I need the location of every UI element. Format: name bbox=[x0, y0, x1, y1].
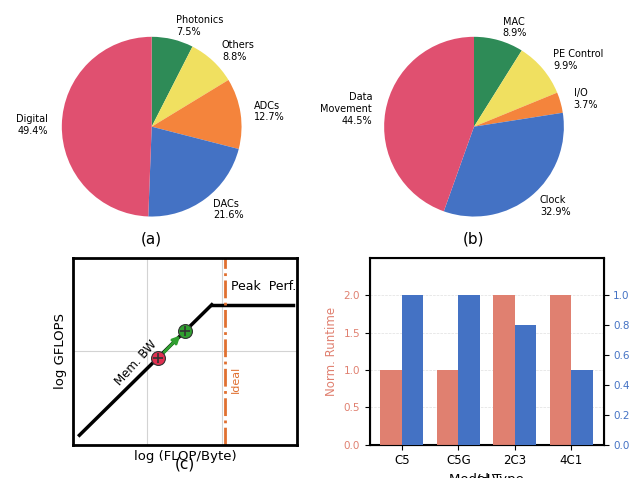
Bar bbox=[515, 325, 537, 445]
Wedge shape bbox=[474, 93, 562, 127]
X-axis label: log (FLOP/Byte): log (FLOP/Byte) bbox=[133, 450, 236, 463]
Text: DACs
21.6%: DACs 21.6% bbox=[214, 199, 244, 220]
Y-axis label: Norm. Runtime: Norm. Runtime bbox=[325, 307, 338, 396]
Text: MAC
8.9%: MAC 8.9% bbox=[502, 17, 527, 38]
Text: Ideal: Ideal bbox=[231, 366, 241, 393]
Text: PE Control
9.9%: PE Control 9.9% bbox=[553, 49, 604, 71]
Text: Data
Movement
44.5%: Data Movement 44.5% bbox=[320, 92, 372, 126]
Bar bbox=[494, 295, 515, 445]
Bar bbox=[402, 295, 423, 445]
Text: Clock
32.9%: Clock 32.9% bbox=[540, 196, 571, 217]
Text: Others
8.8%: Others 8.8% bbox=[222, 40, 255, 62]
Bar bbox=[550, 295, 571, 445]
Bar bbox=[380, 370, 402, 445]
Text: I/O
3.7%: I/O 3.7% bbox=[574, 88, 598, 110]
Text: (d): (d) bbox=[476, 474, 497, 478]
Wedge shape bbox=[152, 37, 193, 127]
Wedge shape bbox=[474, 37, 522, 127]
Wedge shape bbox=[149, 127, 239, 217]
X-axis label: Model Type: Model Type bbox=[449, 473, 524, 478]
Wedge shape bbox=[444, 113, 564, 217]
Bar bbox=[571, 370, 593, 445]
Text: (c): (c) bbox=[174, 457, 195, 472]
Text: Photonics
7.5%: Photonics 7.5% bbox=[176, 15, 223, 37]
Wedge shape bbox=[384, 37, 474, 211]
Y-axis label: log GFLOPS: log GFLOPS bbox=[54, 314, 67, 389]
Wedge shape bbox=[62, 37, 152, 217]
Text: Digital
49.4%: Digital 49.4% bbox=[16, 114, 49, 136]
Wedge shape bbox=[474, 51, 557, 127]
Bar bbox=[437, 370, 458, 445]
Text: (a): (a) bbox=[141, 231, 162, 247]
Bar bbox=[458, 295, 480, 445]
Wedge shape bbox=[152, 46, 228, 127]
Text: Peak  Perf.: Peak Perf. bbox=[231, 280, 296, 293]
Text: (b): (b) bbox=[463, 231, 485, 247]
Text: Mem. BW: Mem. BW bbox=[113, 338, 160, 388]
Wedge shape bbox=[152, 80, 241, 149]
Text: ADCs
12.7%: ADCs 12.7% bbox=[254, 101, 284, 122]
